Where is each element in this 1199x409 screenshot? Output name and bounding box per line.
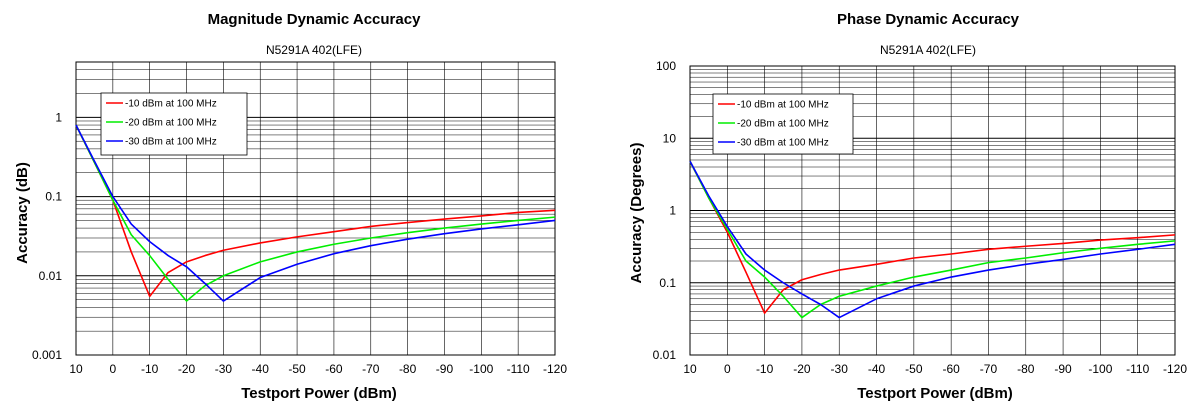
chart-title: Phase Dynamic Accuracy <box>837 11 1020 28</box>
y-tick-label: 10 <box>663 131 677 145</box>
x-tick-label: -110 <box>507 362 530 376</box>
x-tick-label: -20 <box>178 362 196 376</box>
legend: -10 dBm at 100 MHz -20 dBm at 100 MHz -30 … <box>712 93 854 155</box>
x-tick-label: 10 <box>683 362 697 376</box>
y-tick-label: 0.001 <box>32 348 62 362</box>
x-tick-label: -60 <box>942 362 960 376</box>
x-tick-label: -30 <box>215 362 233 376</box>
magnitude-chart: Magnitude Dynamic Accuracy N5291A 402(LF… <box>14 11 567 402</box>
y-tick-label: 0.01 <box>39 269 63 283</box>
x-tick-label: -80 <box>399 362 417 376</box>
chart-title: Magnitude Dynamic Accuracy <box>208 11 421 28</box>
series-line <box>75 124 556 302</box>
plot-frame <box>689 65 1176 356</box>
x-tick-label: -90 <box>436 362 454 376</box>
series-line <box>75 124 556 298</box>
x-tick-label: 0 <box>110 362 117 376</box>
x-tick-label: -100 <box>469 362 493 376</box>
x-tick-label: -110 <box>1126 362 1149 376</box>
x-tick-label: -10 <box>141 362 159 376</box>
x-tick-label: -30 <box>831 362 849 376</box>
x-tick-label: -90 <box>1054 362 1072 376</box>
phase-plot-area: 10 0 -10 -20 -30 -40 -50 -60 -70 -80 -90 -100 -110 -1… <box>653 59 1188 376</box>
series-line <box>689 160 1176 319</box>
y-tick-label: 0.1 <box>45 190 62 204</box>
x-tick-label: -60 <box>325 362 343 376</box>
y-tick-label: 0.01 <box>653 348 677 362</box>
chart-subtitle: N5291A 402(LFE) <box>880 43 976 57</box>
legend-label: -30 dBm at 100 MHz <box>737 138 829 149</box>
x-tick-label: 0 <box>724 362 731 376</box>
x-tick-label: -100 <box>1088 362 1112 376</box>
legend-label: -10 dBm at 100 MHz <box>737 100 829 111</box>
x-tick-label: -120 <box>1163 362 1187 376</box>
series-line <box>75 124 556 302</box>
magnitude-plot-area: 10 0 -10 -20 -30 -40 -50 -60 -70 -80 -90 -100 -110 -1… <box>32 61 567 376</box>
y-tick-label: 0.1 <box>659 276 676 290</box>
plot-frame <box>75 61 556 356</box>
legend-label: -10 dBm at 100 MHz <box>125 99 217 110</box>
y-tick-label: 100 <box>656 59 676 73</box>
legend: -10 dBm at 100 MHz -20 dBm at 100 MHz -30 … <box>100 92 248 156</box>
x-tick-label: -20 <box>793 362 811 376</box>
x-tick-label: -70 <box>980 362 998 376</box>
phase-chart: Phase Dynamic Accuracy N5291A 402(LFE) T… <box>628 11 1187 402</box>
chart-subtitle: N5291A 402(LFE) <box>266 43 362 57</box>
x-axis-label: Testport Power (dBm) <box>241 385 397 402</box>
series-line <box>689 160 1176 314</box>
legend-label: -20 dBm at 100 MHz <box>125 118 217 129</box>
x-tick-label: -120 <box>543 362 567 376</box>
series-line <box>689 160 1176 319</box>
x-tick-label: -40 <box>868 362 886 376</box>
y-tick-label: 1 <box>55 110 62 124</box>
y-tick-label: 1 <box>669 204 676 218</box>
x-tick-label: -50 <box>288 362 306 376</box>
legend-box <box>100 92 248 156</box>
legend-label: -20 dBm at 100 MHz <box>737 119 829 130</box>
x-tick-label: -10 <box>756 362 774 376</box>
legend-box <box>712 93 854 155</box>
legend-label: -30 dBm at 100 MHz <box>125 137 217 148</box>
x-axis-label: Testport Power (dBm) <box>857 385 1013 402</box>
y-axis-label: Accuracy (dB) <box>14 162 31 264</box>
x-tick-label: 10 <box>69 362 83 376</box>
x-tick-label: -40 <box>252 362 270 376</box>
x-tick-label: -70 <box>362 362 380 376</box>
x-tick-label: -80 <box>1017 362 1035 376</box>
x-tick-label: -50 <box>905 362 923 376</box>
y-axis-label: Accuracy (Degrees) <box>628 143 645 284</box>
